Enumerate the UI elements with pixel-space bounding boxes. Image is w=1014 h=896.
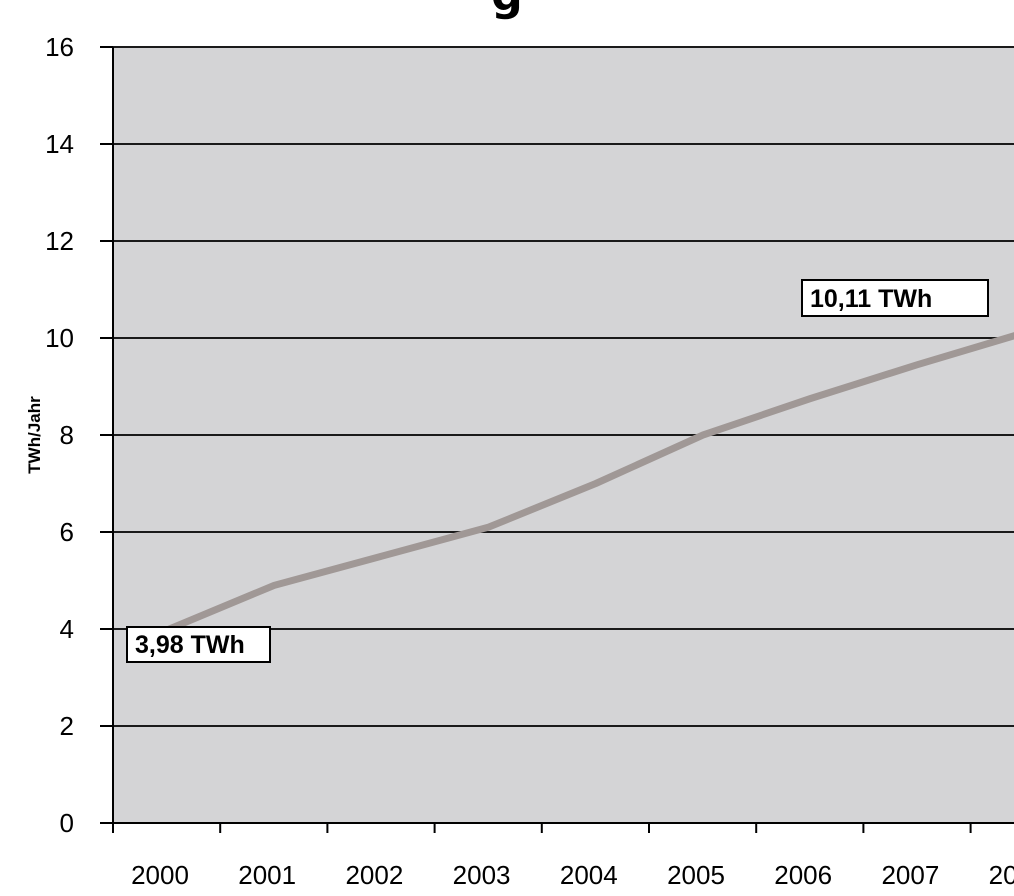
x-tick-label: 2005	[667, 860, 725, 890]
y-axis-label: TWh/Jahr	[25, 396, 44, 474]
y-tick-label: 14	[45, 129, 74, 159]
annotation-label: 10,11 TWh	[801, 279, 989, 317]
x-tick-label: 2004	[560, 860, 618, 890]
annotation-text: 10,11 TWh	[810, 285, 932, 313]
y-tick-label: 4	[60, 614, 74, 644]
y-tick-label: 0	[60, 808, 74, 838]
axes: 0 2 4 6 8 10 12 14 16 2000 2001 2002 2003 2004 2005 200…	[25, 32, 1014, 890]
annotation-box	[801, 279, 989, 317]
x-tick-label: 2007	[881, 860, 939, 890]
y-tick-label: 16	[45, 32, 74, 62]
annotation-box	[126, 626, 271, 663]
y-tick-label: 12	[45, 226, 74, 256]
annotation-label: 3,98 TWh	[126, 626, 271, 663]
gridlines	[113, 46, 1014, 727]
x-tick-label: 2000	[131, 860, 189, 890]
y-tick-label: 8	[60, 420, 74, 450]
x-tick-label: 2001	[238, 860, 296, 890]
annotation-text: 3,98 TWh	[135, 631, 245, 659]
y-tick-label: 6	[60, 517, 74, 547]
annotations: 3,98 TWh 10,11 TWh	[126, 279, 989, 663]
y-tick-label: 2	[60, 711, 74, 741]
x-tick-label: 2008	[989, 860, 1014, 890]
x-tick-label: 2006	[774, 860, 832, 890]
y-tick-label: 10	[45, 323, 74, 353]
chart-title: g	[0, 0, 1014, 21]
x-tick-label: 2003	[453, 860, 511, 890]
x-tick-label: 2002	[345, 860, 403, 890]
